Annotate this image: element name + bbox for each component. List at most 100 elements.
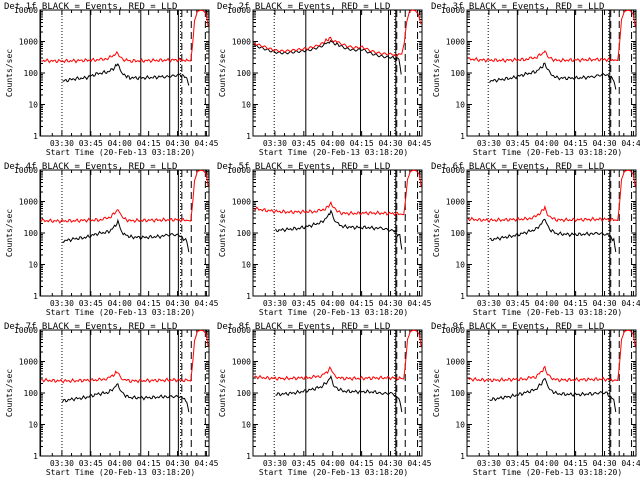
y-axis-label: Counts/sec: [5, 49, 14, 97]
lld-series-line: [467, 169, 636, 223]
y-tick-label: 10: [455, 101, 465, 110]
lld-series-line: [468, 9, 636, 63]
y-tick-label: 1: [246, 132, 251, 141]
panel-det-7f: Det 7f BLACK = Events, RED = LLD 1 10 100 10…: [4, 322, 219, 477]
lld-series-line: [41, 9, 209, 64]
x-axis-label: Start Time (20-Feb-13 03:18:20): [473, 468, 622, 477]
y-tick-label: 1: [33, 292, 38, 301]
x-tick-label: 04:45: [621, 299, 640, 308]
x-tick-label: 04:00: [535, 139, 559, 148]
y-tick-label: 1: [460, 292, 465, 301]
y-tick-label: 1000: [232, 358, 251, 367]
x-tick-label: 03:30: [477, 459, 501, 468]
y-tick-label: 1000: [19, 38, 38, 47]
y-tick-label: 100: [451, 229, 466, 238]
x-tick-label: 04:45: [407, 139, 431, 148]
panel-title: Det 4f BLACK = Events, RED = LLD: [4, 162, 177, 172]
x-axis-label: Start Time (20-Feb-13 03:18:20): [46, 148, 195, 157]
panel-title: Det 5f BLACK = Events, RED = LLD: [217, 162, 390, 172]
x-tick-label: 03:30: [50, 299, 74, 308]
x-tick-label: 04:00: [108, 139, 132, 148]
y-axis-label: Counts/sec: [5, 209, 14, 257]
events-series-line: [275, 374, 403, 413]
y-tick-label: 100: [24, 229, 39, 238]
x-tick-label: 04:00: [321, 459, 345, 468]
x-tick-label: 04:30: [165, 299, 189, 308]
x-tick-label: 04:00: [321, 139, 345, 148]
y-tick-label: 100: [237, 69, 252, 78]
y-tick-label: 1000: [19, 198, 38, 207]
x-tick-label: 04:45: [194, 139, 218, 148]
lld-series-line: [467, 329, 636, 383]
y-tick-label: 10000: [227, 166, 251, 175]
lld-series-line: [41, 329, 209, 384]
x-tick-label: 04:30: [592, 299, 616, 308]
x-tick-label: 03:30: [50, 139, 74, 148]
x-tick-label: 03:45: [506, 459, 530, 468]
y-tick-label: 10000: [14, 6, 38, 15]
x-axis-label: Start Time (20-Feb-13 03:18:20): [473, 308, 622, 317]
panel-det-2f: Det 2f BLACK = Events, RED = LLD 1 10 100 10…: [217, 2, 432, 157]
x-axis-label: Start Time (20-Feb-13 03:18:20): [259, 468, 408, 477]
x-tick-label: 04:30: [378, 299, 402, 308]
y-tick-label: 10000: [14, 166, 38, 175]
panel-title: Det 2f BLACK = Events, RED = LLD: [217, 2, 390, 12]
lld-series-line: [253, 9, 422, 58]
y-tick-label: 1: [460, 132, 465, 141]
y-axis-label: Counts/sec: [432, 369, 441, 417]
x-tick-label: 04:30: [165, 459, 189, 468]
x-tick-label: 04:30: [592, 139, 616, 148]
panel-det-9f: Det 9f BLACK = Events, RED = LLD 1 10 100 10…: [431, 322, 640, 477]
x-tick-label: 04:45: [407, 299, 431, 308]
y-tick-label: 10000: [227, 6, 251, 15]
x-tick-label: 04:00: [535, 459, 559, 468]
y-tick-label: 100: [24, 389, 39, 398]
x-tick-label: 04:45: [194, 459, 218, 468]
y-tick-label: 10: [241, 261, 251, 270]
events-series-line: [275, 209, 403, 250]
y-tick-label: 100: [237, 389, 252, 398]
x-tick-label: 03:30: [263, 459, 287, 468]
plot-frame: [252, 9, 423, 137]
events-series-line: [489, 62, 617, 90]
x-axis-label: Start Time (20-Feb-13 03:18:20): [473, 148, 622, 157]
y-tick-label: 1000: [19, 358, 38, 367]
panel-det-3f: Det 3f BLACK = Events, RED = LLD 1 10 100 10…: [431, 2, 640, 157]
lld-series-line: [254, 329, 422, 381]
x-tick-label: 03:45: [79, 299, 103, 308]
plot-frame: [466, 329, 637, 457]
panel-det-4f: Det 4f BLACK = Events, RED = LLD 1 10 100 10…: [4, 162, 219, 317]
y-axis-label: Counts/sec: [5, 369, 14, 417]
x-tick-label: 04:30: [378, 459, 402, 468]
x-tick-label: 04:15: [137, 299, 161, 308]
y-axis-label: Counts/sec: [432, 209, 441, 257]
x-tick-label: 04:45: [621, 139, 640, 148]
panel-title: Det 8f BLACK = Events, RED = LLD: [217, 322, 390, 332]
x-axis-label: Start Time (20-Feb-13 03:18:20): [259, 308, 408, 317]
plot-frame: [466, 169, 637, 297]
y-tick-label: 1000: [232, 38, 251, 47]
x-tick-label: 04:00: [108, 459, 132, 468]
x-axis-label: Start Time (20-Feb-13 03:18:20): [259, 148, 408, 157]
panel-title: Det 3f BLACK = Events, RED = LLD: [431, 2, 604, 12]
y-tick-label: 10000: [441, 326, 465, 335]
x-tick-label: 03:30: [477, 299, 501, 308]
x-tick-label: 03:45: [79, 459, 103, 468]
x-axis-label: Start Time (20-Feb-13 03:18:20): [46, 308, 195, 317]
panel-det-5f: Det 5f BLACK = Events, RED = LLD 1 10 100 10…: [217, 162, 432, 317]
y-tick-label: 1: [246, 452, 251, 461]
y-tick-label: 1: [246, 292, 251, 301]
y-tick-label: 1000: [446, 358, 465, 367]
x-tick-label: 04:00: [535, 299, 559, 308]
y-tick-label: 10000: [227, 326, 251, 335]
x-tick-label: 04:45: [194, 299, 218, 308]
x-tick-label: 04:15: [350, 139, 374, 148]
x-tick-label: 04:45: [621, 459, 640, 468]
x-tick-label: 04:45: [407, 459, 431, 468]
y-tick-label: 10: [28, 101, 38, 110]
x-tick-label: 03:45: [506, 299, 530, 308]
x-tick-label: 03:45: [79, 139, 103, 148]
x-tick-label: 04:30: [165, 139, 189, 148]
y-tick-label: 100: [24, 69, 39, 78]
events-series-line: [62, 218, 190, 253]
